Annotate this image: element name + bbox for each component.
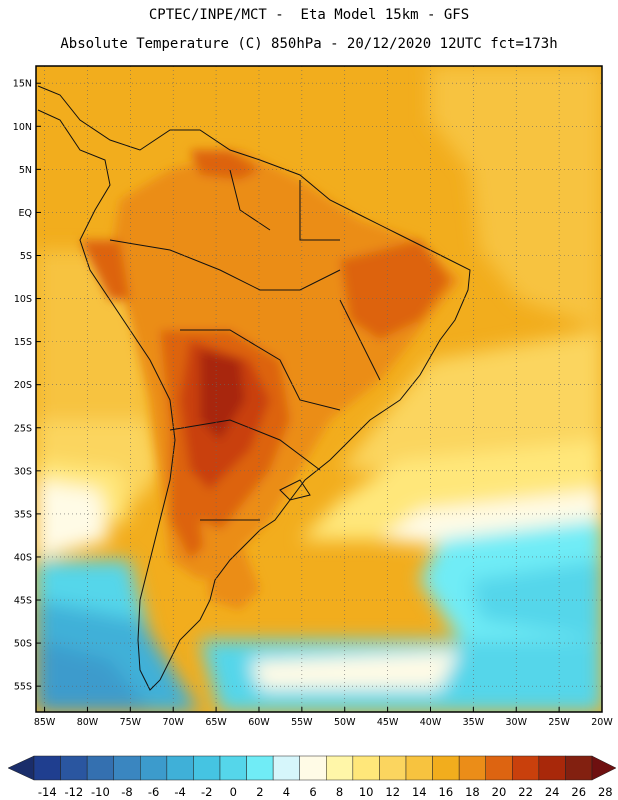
colorbar-under-arrow [7,755,35,781]
colorbar-segment [33,755,61,781]
colorbar-segment [512,755,540,781]
colorbar-label: -8 [121,785,132,799]
lat-tick-label: 5N [19,165,32,176]
colorbar-label: -14 [38,785,57,799]
colorbar-segment [113,755,141,781]
lat-tick-label: 50S [14,639,32,650]
lon-tick-label: 55W [291,717,313,728]
colorbar-segment [432,755,460,781]
lon-tick-label: 65W [205,717,227,728]
colorbar-segment [219,755,247,781]
colorbar-label: -10 [91,785,110,799]
temperature-colorbar: -14 -12 -10 -8 -6 -4 -2 0 2 4 6 8 10 12 14 16 18 20 22 24 26… [7,755,617,799]
lon-tick-label: 35W [463,717,485,728]
colorbar-label: -4 [174,785,185,799]
colorbar-segment [140,755,168,781]
lat-tick-label: EQ [19,208,32,219]
lat-tick-label: 55S [14,682,32,693]
colorbar-label: 22 [518,785,533,799]
colorbar-segment [86,755,114,781]
colorbar-label: -2 [201,785,212,799]
colorbar-label: 12 [385,785,400,799]
lat-tick-label: 15S [14,337,32,348]
colorbar-label: 28 [598,785,613,799]
colorbar-label: 8 [336,785,343,799]
coastlines [37,85,471,691]
colorbar-segment [352,755,380,781]
colorbar-label: 18 [465,785,480,799]
colorbar-label: 24 [545,785,560,799]
colorbar-over-arrow [591,755,617,781]
lat-tick-label: 25S [14,423,32,434]
lon-tick-label: 20W [591,717,613,728]
lon-tick-label: 30W [506,717,528,728]
colorbar-label: -6 [148,785,159,799]
map-frame [35,65,603,713]
colorbar-label: -12 [64,785,83,799]
colorbar-label: 2 [256,785,263,799]
colorbar-segment [299,755,327,781]
lon-tick-label: 80W [77,717,99,728]
lon-tick-label: 45W [377,717,399,728]
colorbar-segment [272,755,300,781]
axis-ticks: 15N 10N 5N EQ 5S 10S 15S 20S 25S 30S 35S 40S 45S 50S 5… [13,79,614,728]
colorbar-label: 10 [359,785,374,799]
lat-tick-label: 10S [14,294,32,305]
map-title-line1: CPTEC/INPE/MCT - Eta Model 15km - GFS [148,7,470,23]
lat-tick-label: 10N [13,122,32,133]
colorbar-label: 0 [230,785,237,799]
colorbar-segment [538,755,566,781]
lat-tick-label: 45S [14,596,32,607]
temperature-field [36,66,602,712]
lon-tick-label: 70W [162,717,184,728]
lat-tick-label: 20S [14,380,32,391]
colorbar-label: 4 [283,785,290,799]
colorbar-segment [485,755,513,781]
colorbar-segment [565,755,593,781]
colorbar-label: 6 [309,785,316,799]
colorbar-label: 16 [439,785,454,799]
lat-tick-label: 35S [14,509,32,520]
colorbar-segment [246,755,274,781]
lon-tick-label: 50W [334,717,356,728]
colorbar-label: 14 [412,785,427,799]
lon-tick-label: 40W [420,717,442,728]
colorbar-segment [193,755,221,781]
lat-tick-label: 40S [14,552,32,563]
colorbar-segment [379,755,407,781]
lat-tick-label: 30S [14,466,32,477]
lon-tick-label: 60W [248,717,270,728]
colorbar-label: 20 [492,785,507,799]
colorbar-segment [326,755,354,781]
colorbar-segment [458,755,486,781]
lon-tick-label: 85W [34,717,56,728]
lat-tick-label: 5S [20,251,32,262]
lat-tick-label: 15N [13,79,32,90]
colorbar-label: 26 [571,785,586,799]
lon-tick-label: 25W [548,717,570,728]
map-title-line2: Absolute Temperature (C) 850hPa - 20/12/… [60,36,558,52]
lon-tick-label: 75W [120,717,142,728]
colorbar-segment [405,755,433,781]
colorbar-segment [60,755,88,781]
colorbar-segment [166,755,194,781]
